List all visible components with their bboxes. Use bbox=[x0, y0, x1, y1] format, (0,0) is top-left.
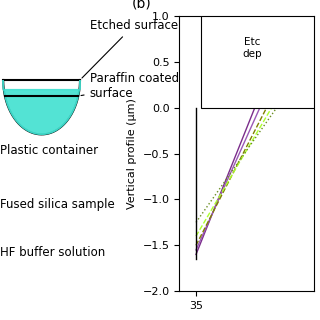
Y-axis label: Vertical profile (μm): Vertical profile (μm) bbox=[127, 98, 137, 209]
Text: Paraffin coated
surface: Paraffin coated surface bbox=[81, 72, 179, 100]
Text: (b): (b) bbox=[132, 0, 152, 11]
Bar bbox=[201, 16, 314, 108]
Text: HF buffer solution: HF buffer solution bbox=[0, 246, 105, 259]
Text: Etc
dep: Etc dep bbox=[242, 37, 261, 59]
Polygon shape bbox=[3, 80, 80, 134]
Text: Plastic container: Plastic container bbox=[0, 144, 98, 157]
Text: Fused silica sample: Fused silica sample bbox=[0, 198, 115, 211]
Text: Etched surface: Etched surface bbox=[82, 19, 178, 78]
